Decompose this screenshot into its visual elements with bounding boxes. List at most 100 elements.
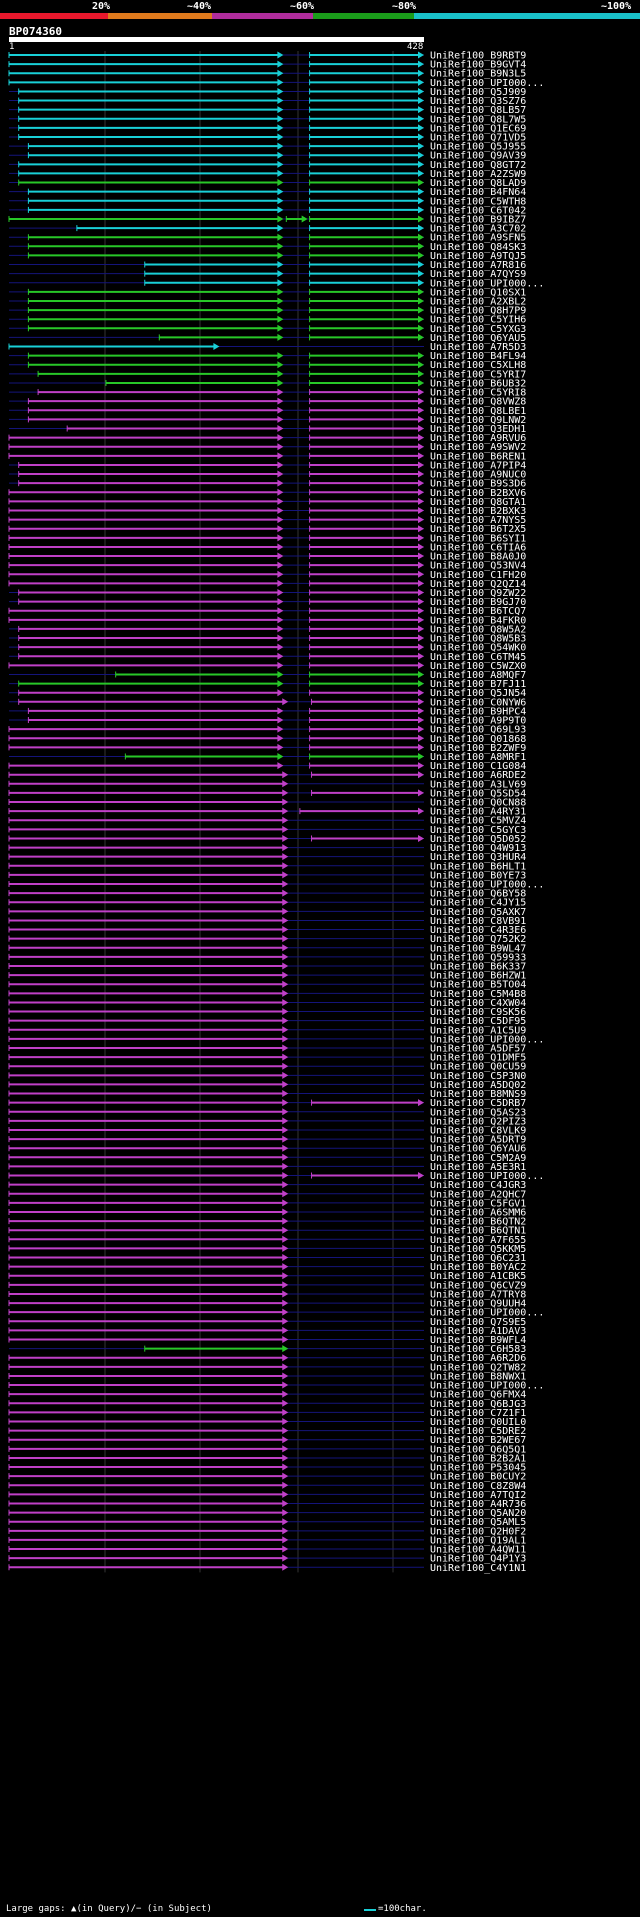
hit-label[interactable]: UniRef100_A6SMM6	[430, 1207, 526, 1218]
hit-label[interactable]: UniRef100_Q8LB57	[430, 105, 526, 116]
hit-label[interactable]: UniRef100_B6K337	[430, 962, 526, 973]
hit-label[interactable]: UniRef100_A1C5U9	[430, 1025, 526, 1036]
hit-label[interactable]: UniRef100_C7Z1F1	[430, 1408, 526, 1419]
hit-label[interactable]: UniRef100_Q84SK3	[430, 242, 526, 253]
hit-label[interactable]: UniRef100_Q8W5A2	[430, 624, 526, 635]
hit-label[interactable]: UniRef100_UPI000...	[430, 78, 544, 89]
hit-label[interactable]: UniRef100_Q0UIL0	[430, 1417, 526, 1428]
hit-label[interactable]: UniRef100_C5DRE2	[430, 1426, 526, 1437]
hit-label[interactable]: UniRef100_A4RY31	[430, 807, 526, 818]
hit-label[interactable]: UniRef100_Q5AML5	[430, 1517, 526, 1528]
hit-label[interactable]: UniRef100_C5WTH8	[430, 196, 526, 207]
hit-label[interactable]: UniRef100_A1DAV3	[430, 1326, 526, 1337]
hit-label[interactable]: UniRef100_B2BXK3	[430, 506, 526, 517]
hit-label[interactable]: UniRef100_Q01868	[430, 734, 526, 745]
hit-label[interactable]: UniRef100_Q8VWZ8	[430, 397, 526, 408]
hit-label[interactable]: UniRef100_UPI000...	[430, 1034, 544, 1045]
hit-label[interactable]: UniRef100_C5MVZ4	[430, 816, 526, 827]
hit-label[interactable]: UniRef100_A5E3R1	[430, 1162, 526, 1173]
hit-label[interactable]: UniRef100_Q0CU59	[430, 1062, 526, 1073]
hit-label[interactable]: UniRef100_Q0CN88	[430, 798, 526, 809]
hit-label[interactable]: UniRef100_P53045	[430, 1463, 526, 1474]
hit-label[interactable]: UniRef100_B9HPC4	[430, 706, 526, 717]
hit-label[interactable]: UniRef100_A3LV69	[430, 779, 526, 790]
hit-label[interactable]: UniRef100_A6RDE2	[430, 770, 526, 781]
hit-label[interactable]: UniRef100_Q8LBE1	[430, 406, 526, 417]
hit-label[interactable]: UniRef100_Q8W5B3	[430, 634, 526, 645]
hit-label[interactable]: UniRef100_A7QYS9	[430, 269, 526, 280]
hit-label[interactable]: UniRef100_Q5AXK7	[430, 907, 526, 918]
hit-label[interactable]: UniRef100_C5P3N0	[430, 1071, 526, 1082]
hit-label[interactable]: UniRef100_Q59933	[430, 952, 526, 963]
hit-label[interactable]: UniRef100_Q2TW82	[430, 1362, 526, 1373]
hit-label[interactable]: UniRef100_A7TRY8	[430, 1289, 526, 1300]
hit-label[interactable]: UniRef100_Q752K2	[430, 934, 526, 945]
hit-label[interactable]: UniRef100_B0CUY2	[430, 1472, 526, 1483]
hit-label[interactable]: UniRef100_Q6BY58	[430, 889, 526, 900]
hit-label[interactable]: UniRef100_C5DRB7	[430, 1098, 526, 1109]
hit-label[interactable]: UniRef100_A3C702	[430, 224, 526, 235]
hit-label[interactable]: UniRef100_C5XLH8	[430, 360, 526, 371]
hit-label[interactable]: UniRef100_A5DRT9	[430, 1135, 526, 1146]
hit-label[interactable]: UniRef100_Q8GTA1	[430, 497, 526, 508]
hit-label[interactable]: UniRef100_A4QW11	[430, 1545, 526, 1556]
hit-label[interactable]: UniRef100_A7TQI2	[430, 1490, 526, 1501]
hit-label[interactable]: UniRef100_C8VB91	[430, 916, 526, 927]
hit-label[interactable]: UniRef100_A7F655	[430, 1235, 526, 1246]
hit-label[interactable]: UniRef100_A9NUC0	[430, 470, 526, 481]
hit-label[interactable]: UniRef100_Q71VD5	[430, 132, 526, 143]
hit-label[interactable]: UniRef100_UPI000...	[430, 880, 544, 891]
hit-label[interactable]: UniRef100_Q5D052	[430, 834, 526, 845]
hit-label[interactable]: UniRef100_Q6YAU6	[430, 1144, 526, 1155]
hit-label[interactable]: UniRef100_C4XW04	[430, 998, 526, 1009]
hit-label[interactable]: UniRef100_Q2H0F2	[430, 1526, 526, 1537]
hit-label[interactable]: UniRef100_A5DQ02	[430, 1080, 526, 1091]
hit-label[interactable]: UniRef100_A6R2D6	[430, 1353, 526, 1364]
hit-label[interactable]: UniRef100_Q5SD54	[430, 788, 526, 799]
hit-label[interactable]: UniRef100_Q3SZ76	[430, 96, 526, 107]
hit-label[interactable]: UniRef100_Q1DMF5	[430, 1053, 526, 1064]
hit-label[interactable]: UniRef100_B2B2A1	[430, 1453, 526, 1464]
hit-label[interactable]: UniRef100_Q6FMX4	[430, 1390, 526, 1401]
hit-label[interactable]: UniRef100_C1FH20	[430, 570, 526, 581]
hit-label[interactable]: UniRef100_C5M4B8	[430, 989, 526, 1000]
hit-label[interactable]: UniRef100_B8NWX1	[430, 1371, 526, 1382]
hit-label[interactable]: UniRef100_A1CBK5	[430, 1271, 526, 1282]
hit-label[interactable]: UniRef100_A9RVU6	[430, 433, 526, 444]
hit-label[interactable]: UniRef100_Q69L93	[430, 725, 526, 736]
hit-label[interactable]: UniRef100_C6T042	[430, 205, 526, 216]
hit-label[interactable]: UniRef100_Q2QZ14	[430, 579, 526, 590]
hit-label[interactable]: UniRef100_Q9UUH4	[430, 1299, 526, 1310]
hit-label[interactable]: UniRef100_Q10SX1	[430, 287, 526, 298]
hit-label[interactable]: UniRef100_Q4P1Y3	[430, 1554, 526, 1565]
hit-label[interactable]: UniRef100_B2BXV6	[430, 488, 526, 499]
hit-label[interactable]: UniRef100_B6QTN2	[430, 1217, 526, 1228]
hit-label[interactable]: UniRef100_A8MRF1	[430, 752, 526, 763]
hit-label[interactable]: UniRef100_C5YIH6	[430, 315, 526, 326]
hit-label[interactable]: UniRef100_B8A0J0	[430, 552, 526, 563]
hit-label[interactable]: UniRef100_A7NYS5	[430, 515, 526, 526]
hit-label[interactable]: UniRef100_B4FKR0	[430, 615, 526, 626]
hit-label[interactable]: UniRef100_C5YRI8	[430, 388, 526, 399]
hit-label[interactable]: UniRef100_Q1EC69	[430, 123, 526, 134]
hit-label[interactable]: UniRef100_B6TCQ7	[430, 606, 526, 617]
hit-label[interactable]: UniRef100_C5GYC3	[430, 825, 526, 836]
hit-label[interactable]: UniRef100_C5WZX0	[430, 661, 526, 672]
hit-label[interactable]: UniRef100_C5YRI7	[430, 369, 526, 380]
hit-label[interactable]: UniRef100_B9WFL4	[430, 1335, 526, 1346]
hit-label[interactable]: UniRef100_C4JGR3	[430, 1180, 526, 1191]
hit-label[interactable]: UniRef100_B0YAC2	[430, 1262, 526, 1273]
hit-label[interactable]: UniRef100_Q6YAU5	[430, 333, 526, 344]
hit-label[interactable]: UniRef100_B4FL94	[430, 351, 526, 362]
hit-label[interactable]: UniRef100_C6TM45	[430, 652, 526, 663]
hit-label[interactable]: UniRef100_Q6BJG3	[430, 1399, 526, 1410]
hit-label[interactable]: UniRef100_B9IBZ7	[430, 214, 526, 225]
hit-label[interactable]: UniRef100_B9GJ70	[430, 597, 526, 608]
hit-label[interactable]: UniRef100_C6H583	[430, 1344, 526, 1355]
hit-label[interactable]: UniRef100_Q9ZW22	[430, 588, 526, 599]
hit-label[interactable]: UniRef100_A7R5D3	[430, 342, 526, 353]
hit-label[interactable]: UniRef100_B6SYI1	[430, 533, 526, 544]
hit-label[interactable]: UniRef100_B6REN1	[430, 451, 526, 462]
hit-label[interactable]: UniRef100_Q2PIZ3	[430, 1116, 526, 1127]
hit-label[interactable]: UniRef100_B0YE73	[430, 870, 526, 881]
